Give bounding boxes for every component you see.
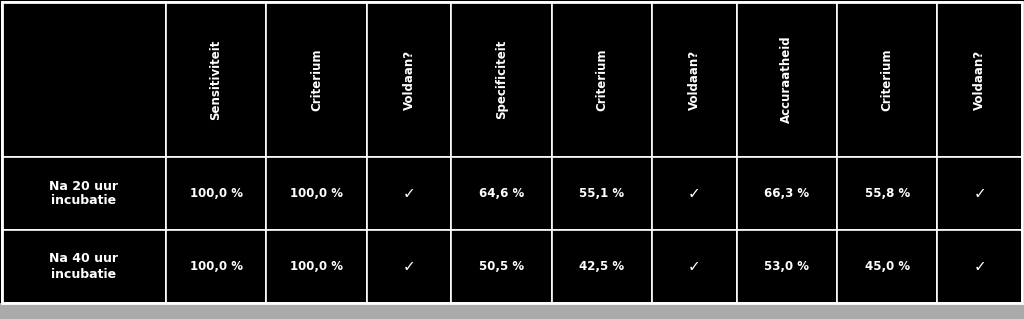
Text: Voldaan?: Voldaan?: [688, 49, 700, 109]
Text: Specificiteit: Specificiteit: [495, 40, 508, 119]
Text: ✓: ✓: [688, 259, 700, 274]
Text: Criterium: Criterium: [310, 48, 323, 111]
Text: 53,0 %: 53,0 %: [764, 260, 809, 273]
Text: 42,5 %: 42,5 %: [580, 260, 625, 273]
Text: Na 20 uur
incubatie: Na 20 uur incubatie: [49, 180, 119, 207]
Text: ✓: ✓: [974, 259, 986, 274]
Bar: [837, 230, 937, 303]
Bar: [2, 230, 166, 303]
Text: 100,0 %: 100,0 %: [290, 187, 343, 200]
Text: 45,0 %: 45,0 %: [864, 260, 909, 273]
Text: 66,3 %: 66,3 %: [764, 187, 809, 200]
Bar: [452, 2, 552, 157]
Text: 100,0 %: 100,0 %: [189, 260, 243, 273]
Bar: [2, 2, 166, 157]
Bar: [937, 157, 1022, 230]
Bar: [166, 157, 266, 230]
Bar: [552, 2, 652, 157]
Bar: [367, 2, 452, 157]
Text: ✓: ✓: [688, 186, 700, 201]
Bar: [652, 157, 736, 230]
Bar: [736, 230, 837, 303]
Text: ✓: ✓: [402, 259, 416, 274]
Bar: [166, 2, 266, 157]
Text: Voldaan?: Voldaan?: [973, 49, 986, 109]
Bar: [652, 2, 736, 157]
Bar: [367, 230, 452, 303]
Bar: [266, 2, 367, 157]
Text: 55,8 %: 55,8 %: [864, 187, 910, 200]
Text: 55,1 %: 55,1 %: [580, 187, 625, 200]
Bar: [452, 230, 552, 303]
Bar: [837, 157, 937, 230]
Bar: [837, 2, 937, 157]
Bar: [266, 157, 367, 230]
Text: ✓: ✓: [974, 186, 986, 201]
Bar: [452, 157, 552, 230]
Text: 100,0 %: 100,0 %: [290, 260, 343, 273]
Bar: [166, 230, 266, 303]
Bar: [0, 303, 1024, 319]
Text: 100,0 %: 100,0 %: [189, 187, 243, 200]
Bar: [266, 230, 367, 303]
Text: Na 40 uur
incubatie: Na 40 uur incubatie: [49, 253, 119, 280]
Text: Sensitiviteit: Sensitiviteit: [210, 39, 222, 120]
Bar: [736, 157, 837, 230]
Text: 64,6 %: 64,6 %: [479, 187, 524, 200]
Bar: [2, 157, 166, 230]
Text: Voldaan?: Voldaan?: [402, 49, 416, 109]
Bar: [937, 2, 1022, 157]
Bar: [937, 230, 1022, 303]
Bar: [552, 230, 652, 303]
Text: 50,5 %: 50,5 %: [479, 260, 524, 273]
Bar: [552, 157, 652, 230]
Text: ✓: ✓: [402, 186, 416, 201]
Bar: [736, 2, 837, 157]
Bar: [367, 157, 452, 230]
Text: Criterium: Criterium: [881, 48, 894, 111]
Bar: [652, 230, 736, 303]
Text: Accuraatheid: Accuraatheid: [780, 36, 794, 123]
Text: Criterium: Criterium: [595, 48, 608, 111]
